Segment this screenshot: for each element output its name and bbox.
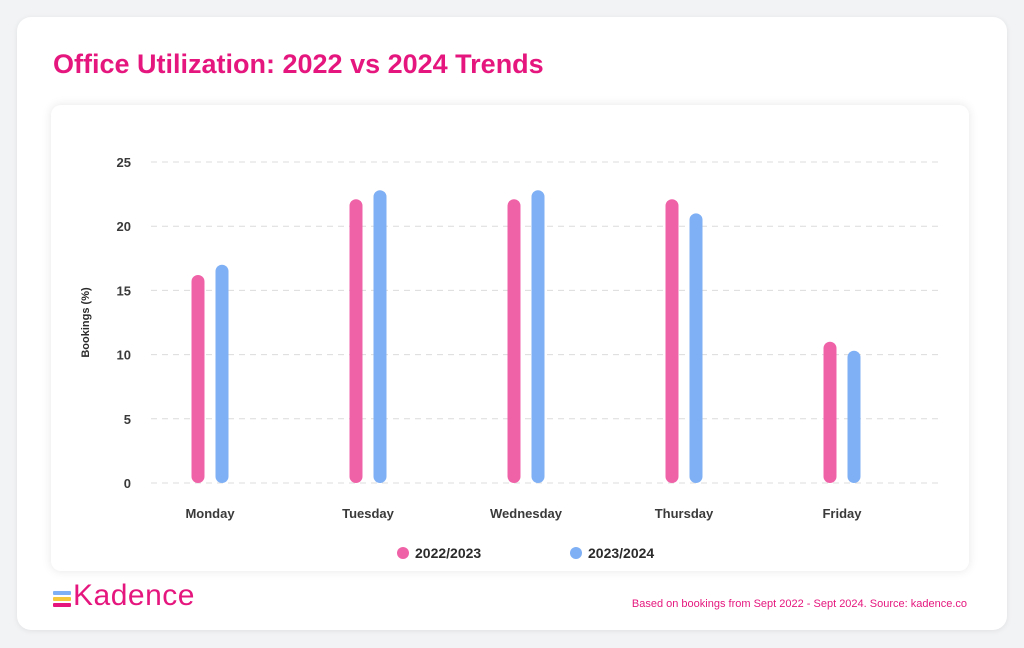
logo-text: Kadence bbox=[73, 579, 195, 612]
bar-thursday-series-2 bbox=[689, 213, 703, 484]
page-title: Office Utilization: 2022 vs 2024 Trends bbox=[53, 49, 544, 79]
legend-label-1: 2022/2023 bbox=[415, 545, 481, 561]
legend-marker-1 bbox=[397, 547, 409, 559]
y-axis-label: Bookings (%) bbox=[80, 287, 92, 358]
y-tick-label-15: 15 bbox=[117, 283, 131, 298]
bar-chart: 0 5 10 15 20 25 Bookings (%) Monday Tuesday Wedne… bbox=[80, 155, 941, 561]
x-tick-label-tuesday: Tuesday bbox=[342, 506, 395, 521]
bar-friday-series-2 bbox=[847, 350, 861, 483]
bar-friday-series-1 bbox=[823, 341, 837, 483]
bar-tuesday-series-1 bbox=[349, 199, 363, 483]
y-tick-label-20: 20 bbox=[117, 219, 131, 234]
bar-wednesday-series-1 bbox=[507, 199, 521, 483]
y-tick-label-0: 0 bbox=[124, 476, 131, 491]
chart-card: Office Utilization: 2022 vs 2024 Trends … bbox=[17, 17, 1007, 630]
x-tick-label-monday: Monday bbox=[185, 506, 235, 521]
legend-marker-2 bbox=[570, 547, 582, 559]
x-tick-label-wednesday: Wednesday bbox=[490, 506, 563, 521]
y-tick-label-10: 10 bbox=[117, 348, 131, 363]
source-footnote: Based on bookings from Sept 2022 - Sept … bbox=[631, 598, 967, 610]
bar-thursday-series-1 bbox=[665, 199, 679, 483]
x-tick-label-thursday: Thursday bbox=[655, 506, 714, 521]
y-tick-label-5: 5 bbox=[124, 412, 131, 427]
bar-monday-series-1 bbox=[191, 274, 205, 483]
legend-label-2: 2023/2024 bbox=[588, 545, 654, 561]
chart-panel: 0 5 10 15 20 25 Bookings (%) Monday Tuesday Wedne… bbox=[51, 105, 969, 571]
y-tick-label-25: 25 bbox=[117, 155, 131, 170]
bar-wednesday-series-2 bbox=[531, 190, 545, 484]
bar-monday-series-2 bbox=[215, 264, 229, 483]
kadence-logo-mark-icon bbox=[53, 591, 71, 607]
bar-tuesday-series-2 bbox=[373, 190, 387, 484]
x-tick-label-friday: Friday bbox=[822, 506, 862, 521]
